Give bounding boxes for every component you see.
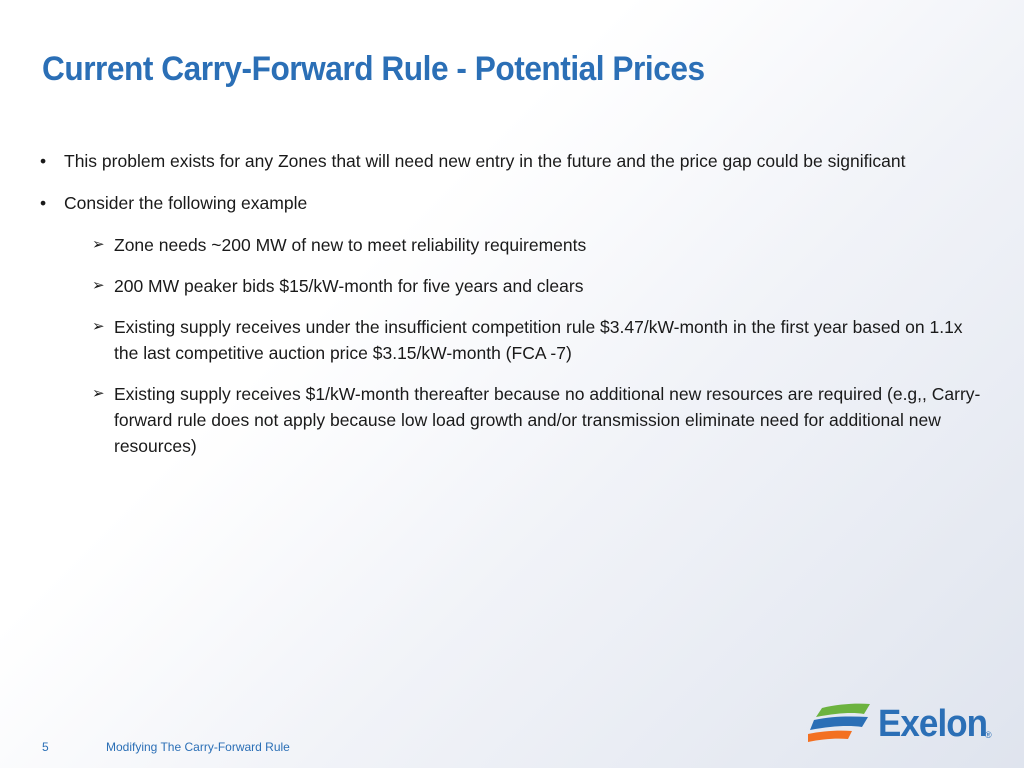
sub-bullet-item: ➢ Zone needs ~200 MW of new to meet reli… (30, 232, 990, 258)
bullet-text: This problem exists for any Zones that w… (64, 151, 906, 171)
arrow-bullet-icon: ➢ (92, 318, 105, 335)
sub-bullet-item: ➢ Existing supply receives under the ins… (30, 314, 990, 366)
sub-bullet-item: ➢ 200 MW peaker bids $15/kW-month for fi… (30, 273, 990, 299)
logo-swoosh-green (816, 703, 870, 717)
sub-bullet-text: 200 MW peaker bids $15/kW-month for five… (114, 276, 584, 296)
arrow-bullet-icon: ➢ (92, 236, 105, 253)
sub-bullet-text: Existing supply receives under the insuf… (114, 317, 963, 363)
slide-body: • This problem exists for any Zones that… (30, 148, 990, 474)
logo-swoosh-blue (810, 716, 868, 730)
bullet-item: • This problem exists for any Zones that… (30, 148, 990, 174)
exelon-logo: Exelon ® (808, 700, 998, 748)
arrow-bullet-icon: ➢ (92, 277, 105, 294)
page-number: 5 (42, 740, 49, 754)
bullet-marker: • (40, 193, 47, 213)
arrow-bullet-icon: ➢ (92, 385, 105, 402)
exelon-swoosh-icon (808, 703, 870, 742)
footer-title: Modifying The Carry-Forward Rule (106, 740, 290, 754)
bullet-text: Consider the following example (64, 193, 308, 213)
logo-swoosh-orange (808, 730, 852, 742)
sub-bullet-item: ➢ Existing supply receives $1/kW-month t… (30, 381, 990, 459)
sub-bullet-text: Existing supply receives $1/kW-month the… (114, 384, 981, 456)
slide-title: Current Carry-Forward Rule - Potential P… (42, 50, 705, 88)
sub-bullet-text: Zone needs ~200 MW of new to meet reliab… (114, 235, 587, 255)
logo-wordmark: Exelon (878, 703, 988, 745)
bullet-item: • Consider the following example (30, 190, 990, 216)
bullet-marker: • (40, 151, 47, 171)
registered-mark: ® (985, 730, 992, 740)
